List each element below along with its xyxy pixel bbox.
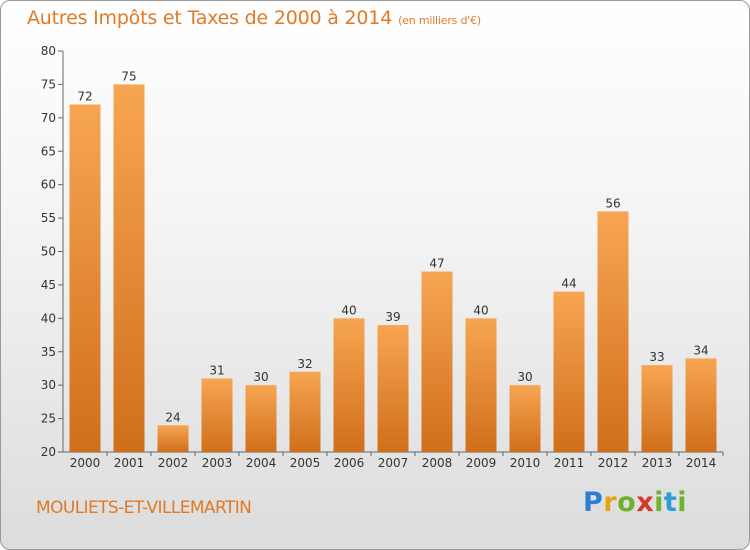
logo-letter: i [677, 487, 688, 518]
x-tick-label-2009: 2009 [466, 456, 497, 470]
value-label-2012: 56 [605, 196, 620, 210]
x-tick-label-2011: 2011 [554, 456, 585, 470]
x-tick-label-2006: 2006 [334, 456, 365, 470]
city-name: MOULIETS-ET-VILLEMARTIN [36, 498, 252, 518]
y-tick-label: 35 [41, 345, 56, 359]
y-tick-label: 25 [41, 412, 56, 426]
proxiti-logo: Proxiti [583, 487, 687, 518]
value-label-2001: 75 [121, 69, 136, 83]
y-tick-label: 20 [41, 445, 56, 459]
y-tick-label: 65 [41, 144, 56, 158]
bar-2006 [333, 318, 365, 452]
x-tick-label-2007: 2007 [378, 456, 409, 470]
value-label-2000: 72 [77, 89, 92, 103]
logo-letter: i [654, 487, 664, 518]
y-tick-label: 30 [41, 378, 56, 392]
y-tick-label: 45 [41, 278, 56, 292]
bar-2011 [553, 291, 585, 452]
value-label-2005: 32 [297, 357, 312, 371]
bar-2014 [685, 358, 717, 452]
value-label-2010: 30 [517, 370, 532, 384]
x-tick-label-2013: 2013 [642, 456, 673, 470]
logo-letter: x [636, 487, 655, 518]
value-label-2003: 31 [209, 363, 224, 377]
bar-2007 [377, 325, 409, 452]
value-label-2009: 40 [473, 303, 488, 317]
x-tick-label-2002: 2002 [158, 456, 189, 470]
bar-2012 [597, 211, 629, 452]
x-tick-label-2014: 2014 [686, 456, 717, 470]
logo-letter: t [663, 487, 678, 518]
bar-2009 [465, 318, 497, 452]
value-label-2004: 30 [253, 370, 268, 384]
bar-2003 [201, 378, 233, 452]
y-tick-label: 75 [41, 77, 56, 91]
y-tick-label: 55 [41, 211, 56, 225]
value-label-2002: 24 [165, 410, 180, 424]
y-tick-label: 70 [41, 111, 56, 125]
y-tick-label: 80 [41, 44, 56, 58]
bar-2005 [289, 371, 321, 452]
x-tick-label-2005: 2005 [290, 456, 321, 470]
chart-subtitle: (en milliers d'€) [398, 14, 481, 27]
x-tick-label-2001: 2001 [114, 456, 145, 470]
logo-letter: r [603, 487, 618, 518]
value-label-2006: 40 [341, 303, 356, 317]
bar-2008 [421, 271, 453, 452]
value-label-2011: 44 [561, 277, 576, 291]
bar-2013 [641, 365, 673, 452]
chart-title: Autres Impôts et Taxes de 2000 à 2014 (en… [27, 7, 481, 29]
y-tick-label: 50 [41, 245, 56, 259]
bar-2010 [509, 385, 541, 452]
y-tick-label: 40 [41, 311, 56, 325]
logo-letter: P [583, 487, 604, 518]
x-tick-label-2008: 2008 [422, 456, 453, 470]
value-label-2008: 47 [429, 257, 444, 271]
x-tick-label-2004: 2004 [246, 456, 277, 470]
y-tick-label: 60 [41, 178, 56, 192]
x-tick-label-2012: 2012 [598, 456, 629, 470]
value-label-2007: 39 [385, 310, 400, 324]
bar-2004 [245, 385, 277, 452]
x-tick-label-2000: 2000 [70, 456, 101, 470]
x-tick-label-2003: 2003 [202, 456, 233, 470]
bar-2000 [69, 104, 101, 452]
value-label-2013: 33 [649, 350, 664, 364]
bar-2002 [157, 425, 189, 452]
x-tick-label-2010: 2010 [510, 456, 541, 470]
value-label-2014: 34 [693, 343, 708, 357]
bar-2001 [113, 84, 145, 453]
logo-letter: o [617, 487, 637, 518]
chart-title-text: Autres Impôts et Taxes de 2000 à 2014 [27, 7, 393, 29]
